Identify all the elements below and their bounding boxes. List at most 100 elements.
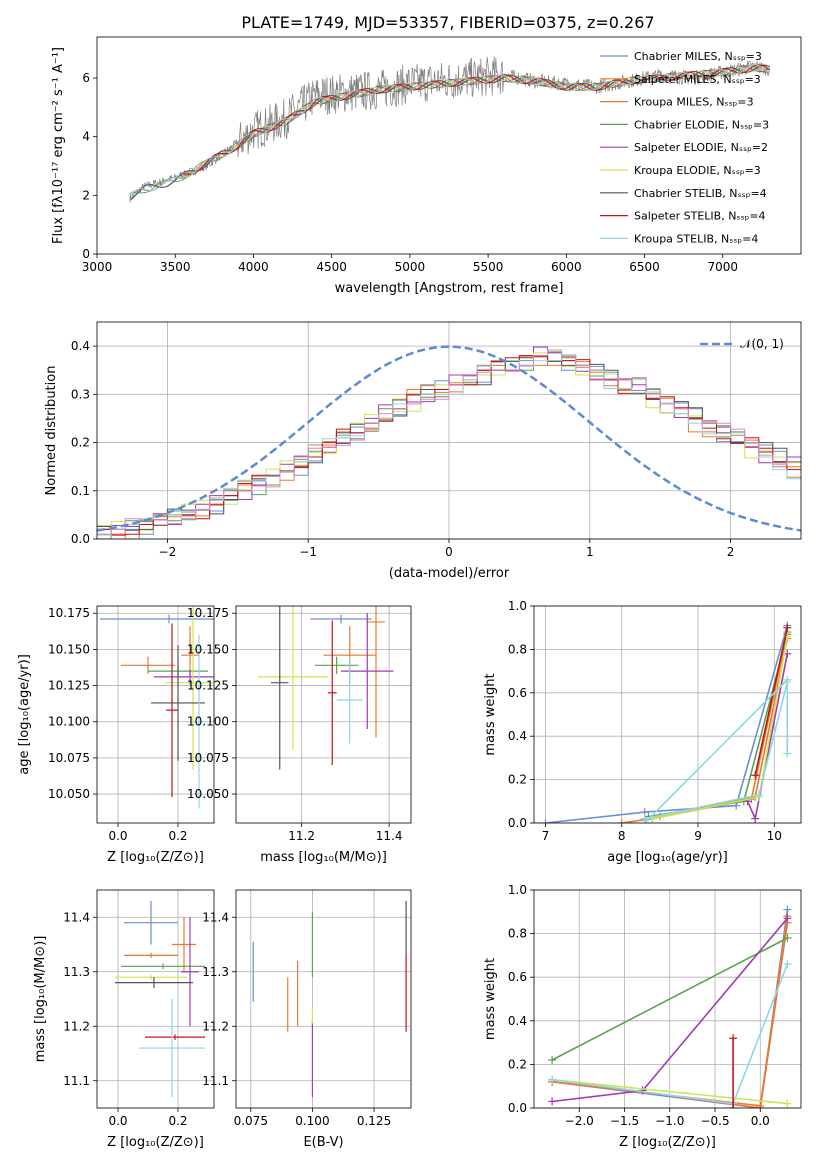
x-tick-label: 6500 (629, 260, 660, 274)
plot-area (252, 900, 407, 1098)
y-tick-label: 11.4 (63, 910, 90, 924)
y-tick-label: 1.0 (508, 599, 527, 613)
y-tick-label: 0 (82, 247, 90, 261)
plot-area (115, 900, 205, 1098)
y-tick-label: 0.4 (508, 1014, 527, 1028)
y-tick-label: 0.4 (508, 729, 527, 743)
plot-area (97, 345, 801, 539)
y-tick-label: 10.050 (187, 787, 229, 801)
y-tick-label: 10.050 (48, 787, 90, 801)
y-axis-label: age [log₁₀(age/yr)] (17, 654, 32, 775)
y-tick-label: 0.8 (508, 642, 527, 656)
y-tick-label: 0.2 (71, 436, 90, 450)
x-tick-label: 0 (445, 545, 453, 559)
figure-title: PLATE=1749, MJD=53357, FIBERID=0375, z=0… (241, 13, 654, 32)
y-tick-label: 2 (82, 188, 90, 202)
legend-entry: Chabrier MILES, Nₛₛₚ=3 (634, 50, 762, 63)
plot-area (100, 606, 214, 809)
x-axis-label: Z [log₁₀(Z/Z⊙)] (107, 850, 204, 865)
x-tick-label: 1 (586, 545, 594, 559)
axes-frame (96, 889, 215, 1109)
y-tick-label: 0.0 (508, 816, 527, 830)
y-tick-label: 11.2 (63, 1019, 90, 1033)
x-axis-label: wavelength [Angstrom, rest frame] (335, 281, 564, 296)
y-tick-label: 11.3 (202, 965, 229, 979)
panel-spectrum: 3000 3500 4000 4500 5000 5500 6000 6500 7000 0 2 4 6… (51, 36, 802, 296)
x-tick-label: 7000 (708, 260, 739, 274)
legend-entry: Salpeter ELODIE, Nₛₛₚ=2 (634, 141, 768, 154)
x-tick-label: 0.0 (751, 1114, 770, 1128)
y-axis-label: mass weight (483, 958, 498, 1040)
axes-frame (533, 605, 802, 824)
y-tick-label: 6 (82, 71, 90, 85)
mass-weight-line (551, 937, 788, 1061)
y-tick-label: 11.2 (202, 1019, 229, 1033)
legend-entry: Salpeter MILES, Nₛₛₚ=3 (634, 73, 761, 86)
y-tick-label: 0.2 (508, 773, 527, 787)
x-tick-label: −2 (159, 545, 177, 559)
x-tick-label: 10 (767, 829, 782, 843)
panel-age-vs-mass: 11.2 11.4 10.050 10.075 10.100 10.125 10.150 10… (187, 605, 412, 865)
x-tick-label: 0.0 (108, 1114, 127, 1128)
x-tick-label: 11.2 (288, 829, 315, 843)
x-tick-label: 11.4 (376, 829, 403, 843)
panel-mass-vs-ebv: 0.075 0.100 0.125 11.1 11.2 11.3 11.4 E(B-V) (202, 889, 412, 1150)
y-tick-label: 0.0 (71, 532, 90, 546)
x-tick-label: −2.0 (565, 1114, 594, 1128)
y-tick-label: 1.0 (508, 883, 527, 897)
y-tick-label: 10.100 (187, 715, 229, 729)
x-tick-label: 0.100 (295, 1114, 329, 1128)
x-tick-label: 0.075 (234, 1114, 268, 1128)
y-tick-label: 10.150 (187, 642, 229, 656)
model-spectrum-line (129, 63, 770, 196)
x-tick-label: 5000 (395, 260, 426, 274)
legend-entry: Kroupa MILES, Nₛₛₚ=3 (634, 96, 754, 109)
x-tick-label: 2 (727, 545, 735, 559)
normal-curve (97, 345, 801, 532)
x-axis-label: Z [log₁₀(Z/Z⊙)] (107, 1135, 204, 1150)
x-tick-label: 0.2 (168, 829, 187, 843)
axes-frame (96, 605, 215, 824)
x-axis-label: age [log₁₀(age/yr)] (607, 850, 728, 865)
y-tick-label: 10.175 (48, 606, 90, 620)
mass-weight-line (754, 627, 789, 776)
x-axis-label: Z [log₁₀(Z/Z⊙)] (619, 1135, 716, 1150)
panel-mass-weight-vs-age: 7 8 9 10 0.0 0.2 0.4 0.6 0.8 1.0 age [log₁₀(age/yr… (483, 599, 802, 865)
plot-area (541, 621, 792, 823)
y-tick-label: 10.100 (48, 715, 90, 729)
y-tick-label: 10.075 (187, 751, 229, 765)
y-tick-label: 10.175 (187, 606, 229, 620)
x-tick-label: 4000 (238, 260, 269, 274)
y-tick-label: 11.3 (63, 965, 90, 979)
y-tick-label: 10.075 (48, 751, 90, 765)
x-tick-label: −1 (299, 545, 317, 559)
y-axis-label: Normed distribution (44, 366, 59, 496)
legend-entry: Kroupa ELODIE, Nₛₛₚ=3 (634, 164, 761, 177)
panel-mass-vs-z: 0.0 0.2 11.1 11.2 11.3 11.4 Z [log₁₀(Z/Z⊙)] mas… (33, 889, 215, 1150)
axes-frame (235, 605, 412, 824)
x-tick-label: −0.5 (700, 1114, 729, 1128)
x-tick-label: 8 (618, 829, 626, 843)
y-tick-label: 0.6 (508, 686, 527, 700)
legend-entry: 𝒩(0, 1) (740, 337, 784, 351)
model-spectrum-line (182, 64, 770, 175)
mass-weight-line (552, 1078, 788, 1105)
x-tick-label: 6000 (551, 260, 582, 274)
y-tick-label: 0.0 (508, 1101, 527, 1115)
legend-entry: Chabrier ELODIE, Nₛₛₚ=3 (634, 118, 769, 131)
x-axis-label: (data-model)/error (389, 566, 510, 581)
mass-weight-line (644, 677, 789, 823)
histogram-step (97, 349, 801, 535)
y-tick-label: 11.1 (202, 1074, 229, 1088)
x-tick-label: 5500 (473, 260, 504, 274)
y-tick-label: 11.1 (63, 1074, 90, 1088)
y-tick-label: 0.6 (508, 970, 527, 984)
panel-mass-weight-vs-z: −2.0 −1.5 −1.0 −0.5 0.0 0.0 0.2 0.4 0.6 0.8 1.0 Z [… (483, 883, 802, 1150)
axes-frame (235, 889, 412, 1109)
x-tick-label: 0.125 (357, 1114, 391, 1128)
y-tick-label: 0.2 (508, 1057, 527, 1071)
x-tick-label: −1.0 (655, 1114, 684, 1128)
y-tick-label: 0.8 (508, 927, 527, 941)
legend-entry: Kroupa STELIB, Nₛₛₚ=4 (634, 232, 758, 245)
